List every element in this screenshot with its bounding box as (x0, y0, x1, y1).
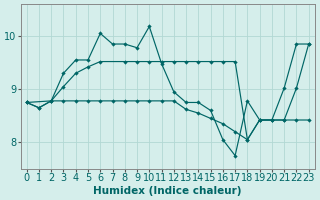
X-axis label: Humidex (Indice chaleur): Humidex (Indice chaleur) (93, 186, 242, 196)
